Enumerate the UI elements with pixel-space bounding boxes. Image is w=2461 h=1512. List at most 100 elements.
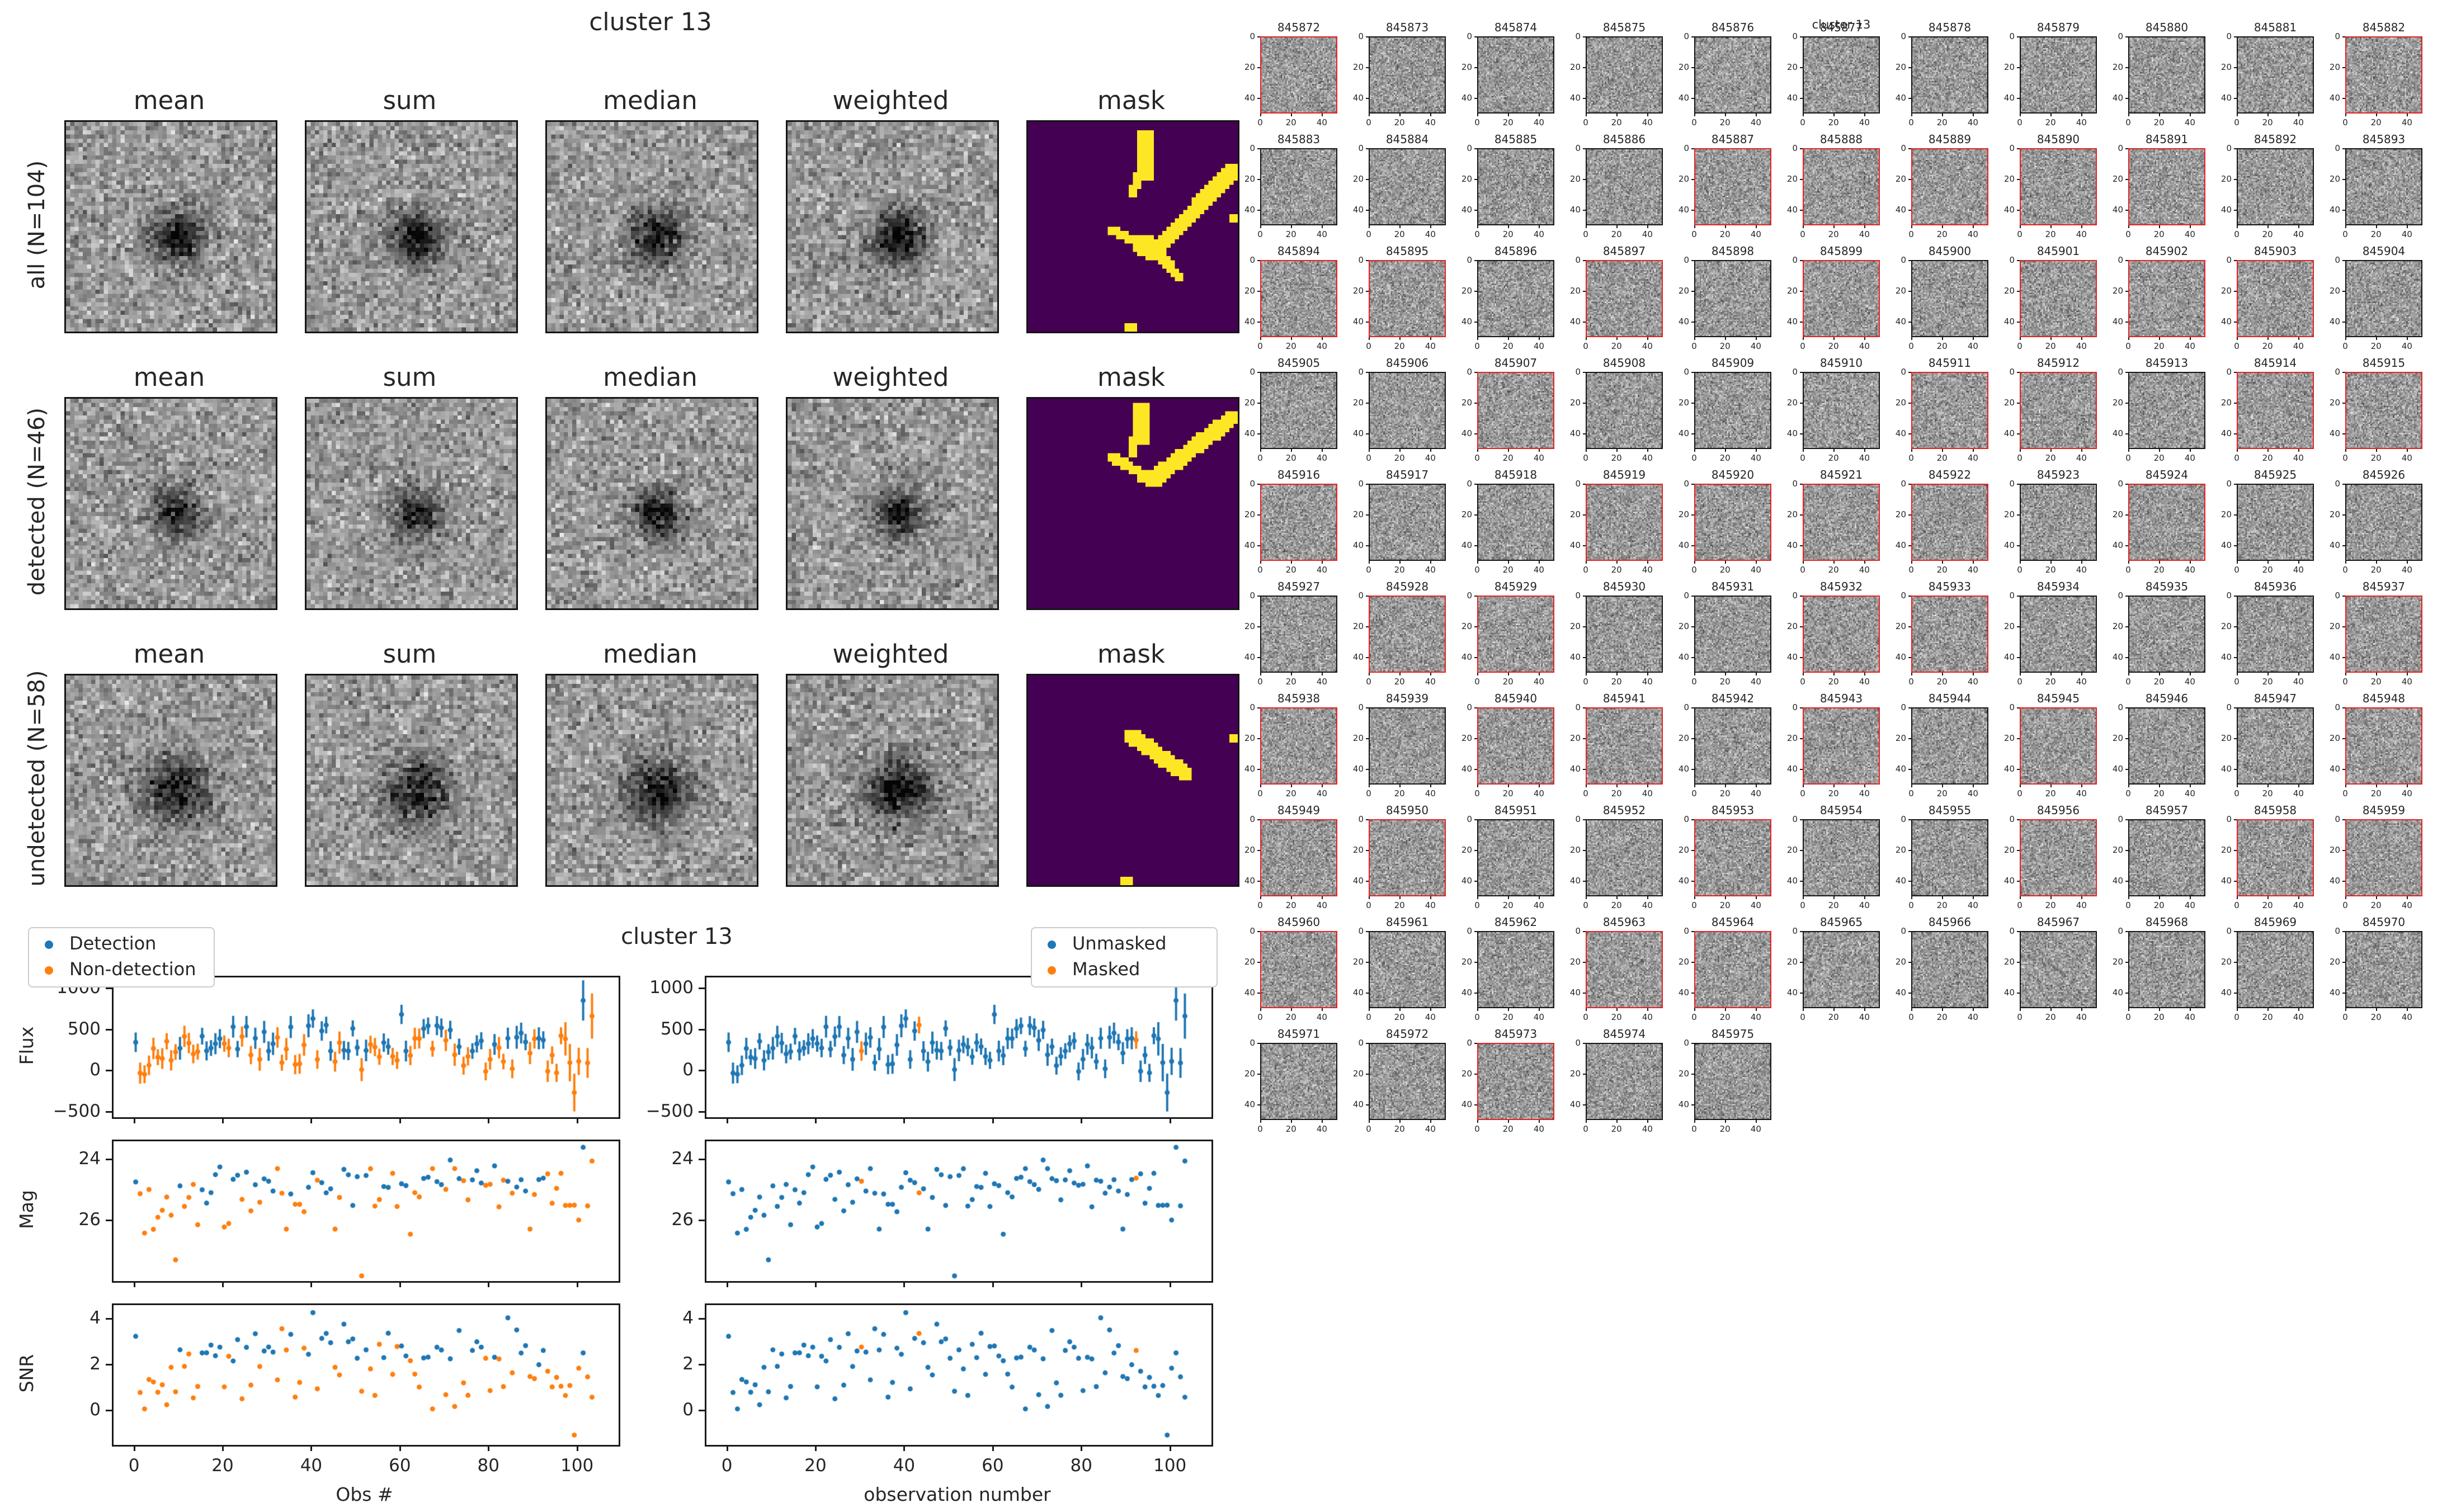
stamp-xtick-mark	[1864, 561, 1866, 564]
stamp-canvas-845968	[2129, 932, 2204, 1007]
stamp-title-845903: 845903	[2253, 244, 2297, 258]
stamp-ytick-label: 20	[2329, 62, 2340, 73]
stamp-xtick-label: 20	[1611, 341, 1622, 351]
stamp-xtick-mark	[1369, 449, 1370, 452]
stamp-xtick-mark	[2159, 785, 2161, 787]
stamp-ytick-mark	[1474, 36, 1477, 37]
stamp-xtick-mark	[2050, 225, 2052, 228]
stamp-canvas-845955	[1912, 820, 1987, 895]
stamp-ytick-label: 0	[1901, 590, 1906, 601]
stamp-image-845898	[1694, 260, 1771, 337]
stamp-image-845886	[1586, 148, 1663, 225]
stamp-xtick-mark	[1647, 896, 1649, 899]
stamp-xtick-mark	[1864, 785, 1866, 787]
stamp-ytick-mark	[1257, 545, 1260, 547]
stamp-canvas-845895	[1370, 261, 1445, 336]
stamp-image-845881	[2237, 36, 2314, 114]
stamp-ytick-label: 0	[2009, 367, 2015, 377]
stamp-xtick-label: 0	[1474, 453, 1480, 463]
stamp-canvas-845959	[2346, 820, 2421, 895]
x-tick-label: 100	[560, 1456, 594, 1476]
stamp-ytick-mark	[1800, 514, 1803, 516]
stamp-title-845940: 845940	[1494, 692, 1538, 705]
stamp-ytick-label: 0	[1358, 479, 1364, 489]
stamp-xtick-mark	[1291, 1008, 1293, 1011]
stamp-ytick-mark	[1366, 98, 1369, 100]
stamp-xtick-mark	[1864, 673, 1866, 675]
stamp-ytick-mark	[1800, 931, 1803, 932]
stamp-ytick-label: 0	[1575, 367, 1581, 377]
stamp-ytick-label: 20	[1786, 957, 1798, 967]
stamp-xtick-label: 0	[2234, 565, 2240, 575]
stamp-canvas-845907	[1478, 373, 1553, 448]
stamp-xtick-mark	[2159, 673, 2161, 675]
stamp-xtick-mark	[1756, 896, 1757, 899]
stamp-ytick-label: 0	[1467, 926, 1472, 936]
stamp-title-845885: 845885	[1494, 133, 1538, 146]
stamp-ytick-label: 0	[1901, 479, 1906, 489]
stamp-title-845969: 845969	[2253, 915, 2297, 929]
stamp-ytick-mark	[2342, 545, 2345, 547]
stamp-xtick-mark	[1616, 114, 1618, 116]
stamp-xtick-label: 20	[1285, 453, 1296, 463]
stamp-ytick-mark	[1474, 322, 1477, 323]
stamp-xtick-label: 0	[1257, 1012, 1263, 1022]
stamp-ytick-mark	[1800, 67, 1803, 69]
stamp-ytick-mark	[1257, 179, 1260, 181]
stamp-ytick-mark	[2234, 962, 2237, 963]
stamp-ytick-label: 0	[1575, 590, 1581, 601]
stamp-xtick-mark	[2376, 673, 2378, 675]
stamp-cell-845968: 845968 0 0 20 20 40 40	[2106, 915, 2208, 1024]
stamp-image-845887	[1694, 148, 1771, 225]
stamp-title-845915: 845915	[2362, 356, 2406, 370]
stamp-ytick-mark	[1257, 322, 1260, 323]
stamp-xtick-mark	[2376, 896, 2378, 899]
stamp-canvas-845906	[1370, 373, 1445, 448]
stamp-xtick-mark	[2298, 337, 2300, 340]
stamp-canvas-845880	[2129, 37, 2204, 112]
stamp-ytick-mark	[1908, 626, 1911, 628]
stamp-title-845905: 845905	[1277, 356, 1321, 370]
stamp-xtick-mark	[1973, 673, 1974, 675]
stamp-ytick-label: 40	[1244, 540, 1255, 551]
stamp-title-845973: 845973	[1494, 1027, 1538, 1041]
stamp-ytick-label: 40	[2329, 316, 2340, 327]
stamp-xtick-mark	[1756, 337, 1757, 340]
stamp-xtick-mark	[2081, 896, 2083, 899]
stamp-ytick-mark	[1800, 484, 1803, 485]
x-tick-label: 80	[477, 1456, 499, 1476]
stamp-ytick-mark	[1908, 819, 1911, 820]
stamp-ytick-label: 40	[2003, 764, 2015, 774]
stamp-ytick-mark	[1908, 962, 1911, 963]
stamp-title-845911: 845911	[1928, 356, 1972, 370]
stamp-ytick-label: 0	[2226, 702, 2232, 712]
stamp-ytick-label: 20	[1352, 1069, 1364, 1079]
stamp-xtick-mark	[2267, 785, 2269, 787]
stamp-ytick-mark	[1366, 322, 1369, 323]
stamp-ytick-mark	[1908, 433, 1911, 435]
stamp-canvas-845958	[2238, 820, 2313, 895]
stamp-image-845926	[2345, 484, 2422, 561]
stamp-canvas-845921	[1804, 485, 1879, 560]
stamp-xtick-mark	[2020, 1008, 2021, 1011]
stamp-xtick-label: 0	[1366, 677, 1371, 687]
stamp-ytick-label: 40	[2329, 540, 2340, 551]
stamp-canvas-845967	[2021, 932, 2096, 1007]
stamp-xtick-label: 40	[2401, 1012, 2412, 1022]
stamp-xtick-mark	[2237, 225, 2238, 228]
stamp-ytick-label: 40	[1352, 652, 1364, 663]
stamp-canvas-845970	[2346, 932, 2421, 1007]
stamp-ytick-label: 20	[1678, 845, 1689, 856]
stamp-ytick-label: 40	[1244, 652, 1255, 663]
x-tick-mark	[399, 1445, 401, 1451]
stamp-xtick-mark	[2020, 225, 2021, 228]
stamp-xtick-mark	[1694, 561, 1695, 564]
stamp-ytick-mark	[2234, 626, 2237, 628]
stamp-xtick-label: 40	[1425, 900, 1436, 910]
stamp-xtick-mark	[1369, 1120, 1370, 1123]
stamp-xtick-mark	[1833, 896, 1835, 899]
stamp-title-845878: 845878	[1928, 21, 1972, 34]
stamp-xtick-mark	[1291, 673, 1293, 675]
stamp-ytick-mark	[1691, 98, 1694, 100]
